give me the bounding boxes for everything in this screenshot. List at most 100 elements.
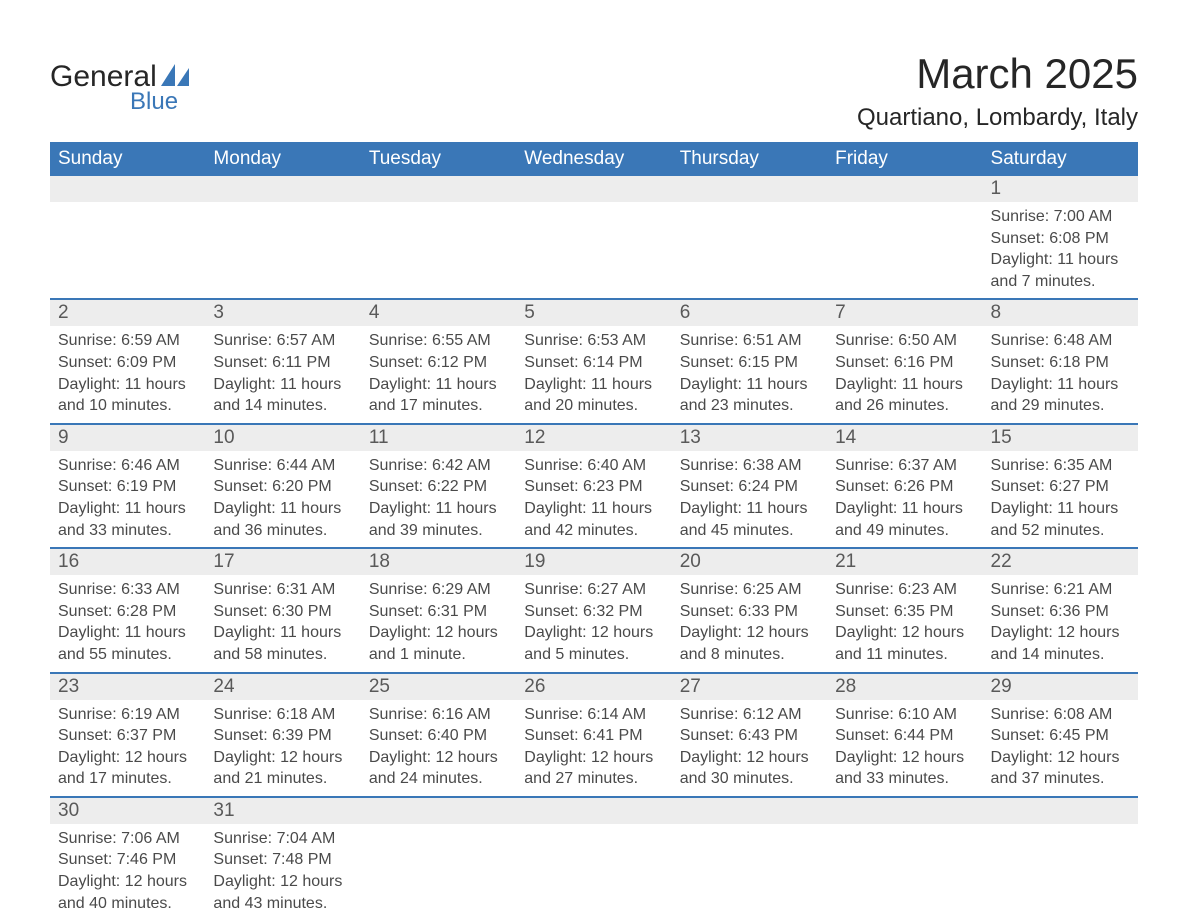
day-data: Sunrise: 6:21 AMSunset: 6:36 PMDaylight:… <box>983 575 1138 671</box>
day-number: 29 <box>983 674 1138 700</box>
sunrise-text: Sunrise: 6:18 AM <box>213 704 352 726</box>
calendar-day-cell: 21Sunrise: 6:23 AMSunset: 6:35 PMDayligh… <box>827 548 982 672</box>
day-data: Sunrise: 6:27 AMSunset: 6:32 PMDaylight:… <box>516 575 671 671</box>
day-data: Sunrise: 6:08 AMSunset: 6:45 PMDaylight:… <box>983 700 1138 796</box>
day-number: 4 <box>361 300 516 326</box>
day-data: Sunrise: 6:18 AMSunset: 6:39 PMDaylight:… <box>205 700 360 796</box>
daylight-text: Daylight: 11 hours and 29 minutes. <box>991 374 1130 417</box>
day-data: Sunrise: 6:33 AMSunset: 6:28 PMDaylight:… <box>50 575 205 671</box>
day-data: Sunrise: 6:59 AMSunset: 6:09 PMDaylight:… <box>50 326 205 422</box>
sunset-text: Sunset: 7:46 PM <box>58 849 197 871</box>
daylight-text: Daylight: 12 hours and 14 minutes. <box>991 622 1130 665</box>
day-data: Sunrise: 6:31 AMSunset: 6:30 PMDaylight:… <box>205 575 360 671</box>
day-number <box>361 176 516 202</box>
day-number <box>205 176 360 202</box>
daylight-text: Daylight: 12 hours and 8 minutes. <box>680 622 819 665</box>
sunrise-text: Sunrise: 6:35 AM <box>991 455 1130 477</box>
day-number <box>672 176 827 202</box>
calendar-day-cell: 8Sunrise: 6:48 AMSunset: 6:18 PMDaylight… <box>983 299 1138 423</box>
sunset-text: Sunset: 6:14 PM <box>524 352 663 374</box>
calendar-day-cell: 16Sunrise: 6:33 AMSunset: 6:28 PMDayligh… <box>50 548 205 672</box>
calendar-day-cell <box>827 797 982 920</box>
day-data: Sunrise: 6:51 AMSunset: 6:15 PMDaylight:… <box>672 326 827 422</box>
calendar-week-row: 2Sunrise: 6:59 AMSunset: 6:09 PMDaylight… <box>50 299 1138 423</box>
daylight-text: Daylight: 11 hours and 17 minutes. <box>369 374 508 417</box>
daylight-text: Daylight: 11 hours and 39 minutes. <box>369 498 508 541</box>
calendar-day-cell: 27Sunrise: 6:12 AMSunset: 6:43 PMDayligh… <box>672 673 827 797</box>
sunset-text: Sunset: 6:37 PM <box>58 725 197 747</box>
sunset-text: Sunset: 6:40 PM <box>369 725 508 747</box>
daylight-text: Daylight: 12 hours and 1 minute. <box>369 622 508 665</box>
day-data <box>361 824 516 894</box>
day-number: 18 <box>361 549 516 575</box>
sunset-text: Sunset: 6:19 PM <box>58 476 197 498</box>
day-number: 23 <box>50 674 205 700</box>
day-number: 17 <box>205 549 360 575</box>
day-data <box>827 202 982 272</box>
daylight-text: Daylight: 12 hours and 11 minutes. <box>835 622 974 665</box>
sunset-text: Sunset: 6:20 PM <box>213 476 352 498</box>
day-number: 12 <box>516 425 671 451</box>
day-data: Sunrise: 6:40 AMSunset: 6:23 PMDaylight:… <box>516 451 671 547</box>
logo: General Blue <box>50 60 189 116</box>
day-number: 22 <box>983 549 1138 575</box>
calendar-day-cell <box>361 176 516 299</box>
day-number <box>827 176 982 202</box>
sunset-text: Sunset: 7:48 PM <box>213 849 352 871</box>
sunrise-text: Sunrise: 6:27 AM <box>524 579 663 601</box>
day-number <box>516 798 671 824</box>
sunset-text: Sunset: 6:27 PM <box>991 476 1130 498</box>
sunset-text: Sunset: 6:23 PM <box>524 476 663 498</box>
day-number: 9 <box>50 425 205 451</box>
calendar-day-cell: 17Sunrise: 6:31 AMSunset: 6:30 PMDayligh… <box>205 548 360 672</box>
sunrise-text: Sunrise: 6:42 AM <box>369 455 508 477</box>
calendar-day-cell: 18Sunrise: 6:29 AMSunset: 6:31 PMDayligh… <box>361 548 516 672</box>
day-data <box>361 202 516 272</box>
weekday-header: Friday <box>827 142 982 176</box>
sunrise-text: Sunrise: 6:50 AM <box>835 330 974 352</box>
day-data: Sunrise: 6:57 AMSunset: 6:11 PMDaylight:… <box>205 326 360 422</box>
calendar-week-row: 16Sunrise: 6:33 AMSunset: 6:28 PMDayligh… <box>50 548 1138 672</box>
daylight-text: Daylight: 11 hours and 7 minutes. <box>991 249 1130 292</box>
weekday-header: Monday <box>205 142 360 176</box>
sunrise-text: Sunrise: 6:33 AM <box>58 579 197 601</box>
calendar-day-cell: 22Sunrise: 6:21 AMSunset: 6:36 PMDayligh… <box>983 548 1138 672</box>
sunrise-text: Sunrise: 6:55 AM <box>369 330 508 352</box>
sunset-text: Sunset: 6:11 PM <box>213 352 352 374</box>
daylight-text: Daylight: 11 hours and 36 minutes. <box>213 498 352 541</box>
calendar-day-cell: 1Sunrise: 7:00 AMSunset: 6:08 PMDaylight… <box>983 176 1138 299</box>
day-data <box>983 824 1138 894</box>
day-data <box>672 202 827 272</box>
sunset-text: Sunset: 6:36 PM <box>991 601 1130 623</box>
day-data <box>827 824 982 894</box>
day-data: Sunrise: 6:14 AMSunset: 6:41 PMDaylight:… <box>516 700 671 796</box>
calendar-week-row: 23Sunrise: 6:19 AMSunset: 6:37 PMDayligh… <box>50 673 1138 797</box>
calendar-day-cell: 23Sunrise: 6:19 AMSunset: 6:37 PMDayligh… <box>50 673 205 797</box>
day-data: Sunrise: 6:37 AMSunset: 6:26 PMDaylight:… <box>827 451 982 547</box>
sunrise-text: Sunrise: 6:37 AM <box>835 455 974 477</box>
calendar-day-cell <box>205 176 360 299</box>
month-title: March 2025 <box>857 50 1138 98</box>
calendar-day-cell: 2Sunrise: 6:59 AMSunset: 6:09 PMDaylight… <box>50 299 205 423</box>
sunset-text: Sunset: 6:41 PM <box>524 725 663 747</box>
day-data <box>50 202 205 272</box>
day-data: Sunrise: 6:53 AMSunset: 6:14 PMDaylight:… <box>516 326 671 422</box>
day-number: 6 <box>672 300 827 326</box>
day-number <box>672 798 827 824</box>
daylight-text: Daylight: 12 hours and 24 minutes. <box>369 747 508 790</box>
day-number: 5 <box>516 300 671 326</box>
daylight-text: Daylight: 11 hours and 49 minutes. <box>835 498 974 541</box>
daylight-text: Daylight: 11 hours and 42 minutes. <box>524 498 663 541</box>
day-data: Sunrise: 6:38 AMSunset: 6:24 PMDaylight:… <box>672 451 827 547</box>
weekday-header: Saturday <box>983 142 1138 176</box>
title-block: March 2025 Quartiano, Lombardy, Italy <box>857 50 1138 132</box>
day-number: 21 <box>827 549 982 575</box>
day-data: Sunrise: 6:16 AMSunset: 6:40 PMDaylight:… <box>361 700 516 796</box>
day-data: Sunrise: 6:25 AMSunset: 6:33 PMDaylight:… <box>672 575 827 671</box>
calendar-table: Sunday Monday Tuesday Wednesday Thursday… <box>50 142 1138 920</box>
weekday-header: Tuesday <box>361 142 516 176</box>
day-number: 28 <box>827 674 982 700</box>
day-data: Sunrise: 6:23 AMSunset: 6:35 PMDaylight:… <box>827 575 982 671</box>
calendar-day-cell: 11Sunrise: 6:42 AMSunset: 6:22 PMDayligh… <box>361 424 516 548</box>
daylight-text: Daylight: 12 hours and 43 minutes. <box>213 871 352 914</box>
